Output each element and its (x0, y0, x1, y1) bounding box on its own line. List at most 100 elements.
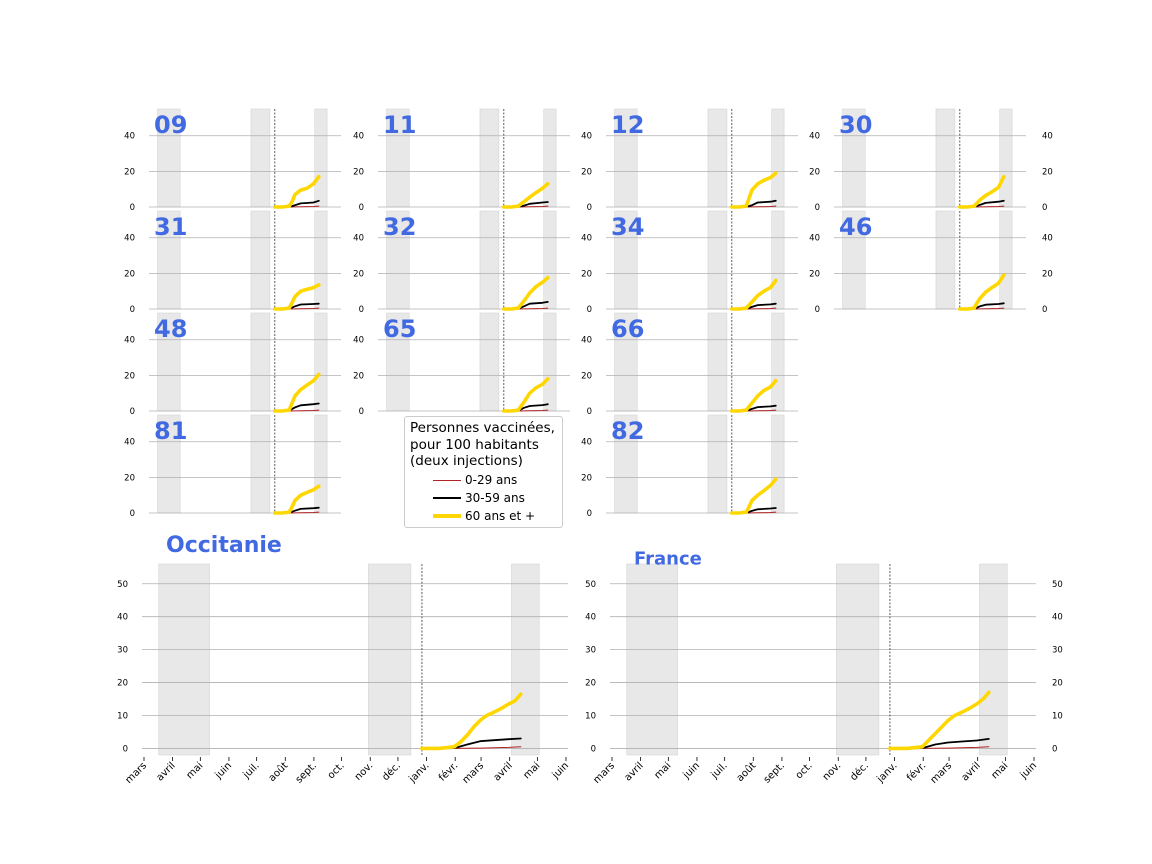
x-tick-label: avril (155, 760, 178, 783)
lockdown-band (771, 108, 785, 208)
lockdown-band (479, 210, 500, 310)
lockdown-band (543, 312, 557, 412)
y-tick-label: 0 (587, 509, 592, 519)
lockdown-band (479, 312, 500, 412)
y-tick-label: 0 (359, 407, 364, 417)
x-tick-label: mai (990, 760, 1011, 781)
panel-title: Occitanie (166, 533, 282, 558)
lockdown-band (250, 312, 271, 412)
x-tick-label: mars (592, 760, 618, 786)
panel-title: 34 (611, 213, 644, 241)
y-tick-label: 10 (117, 711, 128, 721)
y-tick-label-right: 10 (1052, 711, 1063, 721)
y-tick-label: 0 (130, 305, 135, 315)
panel-48: 0 20 40 48 (124, 312, 341, 417)
y-tick-label: 20 (124, 371, 135, 381)
series-line-old (272, 484, 321, 515)
lockdown-band (158, 563, 210, 756)
legend-swatch-mid (433, 497, 461, 499)
y-tick-label: 0 (359, 305, 364, 315)
y-tick-label: 0 (587, 203, 592, 213)
panel-title: 31 (154, 213, 187, 241)
panel-title: France (634, 549, 702, 570)
chart-legend: Personnes vaccinées, pour 100 habitants … (404, 416, 563, 528)
lockdown-band (368, 563, 412, 756)
x-tick-label: nov. (353, 760, 375, 782)
legend-entry-young: 0-29 ans (405, 472, 564, 490)
series-line-old (501, 275, 550, 311)
y-tick-label: 10 (585, 711, 596, 721)
x-tick-label: févr. (904, 760, 928, 784)
series-line-old (272, 174, 321, 209)
lockdown-band (543, 108, 557, 208)
y-tick-label: 20 (581, 473, 592, 483)
x-tick-label: oct. (326, 760, 347, 781)
lockdown-band (935, 210, 956, 310)
y-tick-label: 50 (585, 580, 596, 590)
lockdown-band (935, 108, 956, 208)
panel-46: 0 0 20 20 40 40 46 (809, 210, 1053, 315)
x-tick-label: juil. (709, 760, 730, 781)
lockdown-band (836, 563, 880, 756)
x-tick-label: déc. (848, 760, 871, 783)
lockdown-band (479, 108, 500, 208)
lockdown-band (707, 312, 728, 412)
y-tick-label: 0 (130, 203, 135, 213)
y-tick-label: 20 (809, 269, 820, 279)
panel-title: 81 (154, 417, 187, 445)
y-tick-label: 30 (117, 646, 128, 656)
panel-title: 12 (611, 111, 644, 139)
y-tick-label: 0 (587, 407, 592, 417)
legend-title-line: pour 100 habitants (410, 436, 539, 453)
panel-title: 48 (154, 315, 187, 343)
y-tick-label: 0 (359, 203, 364, 213)
legend-label-old: 60 ans et + (465, 509, 536, 523)
x-tick-label: mai (652, 760, 673, 781)
y-tick-label: 20 (581, 269, 592, 279)
series-line-old (272, 372, 321, 413)
y-tick-label: 20 (809, 167, 820, 177)
y-tick-label: 40 (124, 438, 135, 448)
panel-09: 0 20 40 09 (124, 108, 341, 213)
y-tick-label: 40 (124, 234, 135, 244)
panel-title: 11 (383, 111, 416, 139)
lockdown-band (707, 210, 728, 310)
legend-swatch-old (433, 514, 461, 518)
y-tick-label: 40 (581, 336, 592, 346)
lockdown-band (999, 210, 1013, 310)
y-tick-label: 20 (581, 371, 592, 381)
x-tick-label: juin (681, 760, 702, 781)
legend-title-line: Personnes vaccinées, (410, 420, 555, 436)
y-tick-label: 0 (591, 744, 596, 754)
y-tick-label-right: 30 (1052, 646, 1063, 656)
y-tick-label: 50 (117, 580, 128, 590)
legend-title: Personnes vaccinées, pour 100 habitants … (410, 420, 564, 470)
lockdown-band (250, 414, 271, 514)
y-tick-label: 0 (587, 305, 592, 315)
x-tick-label: avril (492, 760, 515, 783)
series-line-old (501, 182, 550, 209)
panel-title: 09 (154, 111, 187, 139)
lockdown-band (314, 414, 328, 514)
panel-81: 0 20 40 81 (124, 414, 341, 519)
lockdown-band (771, 210, 785, 310)
y-tick-label: 40 (124, 132, 135, 142)
series-line-old (501, 377, 550, 413)
y-tick-label-right: 0 (1052, 744, 1057, 754)
y-tick-label: 40 (117, 613, 128, 623)
y-tick-label-right: 0 (1042, 305, 1047, 315)
x-tick-label: août (266, 760, 290, 784)
lockdown-band (707, 414, 728, 514)
series-line-old (729, 378, 778, 413)
series-line-old (420, 692, 523, 751)
x-tick-label: mai (184, 760, 205, 781)
panel-34: 0 20 40 34 (581, 210, 798, 315)
legend-title-line: (deux injections) (410, 453, 523, 469)
panel-title: 32 (383, 213, 416, 241)
y-tick-label-right: 50 (1052, 580, 1063, 590)
panel-31: 0 20 40 31 (124, 210, 341, 315)
series-line-old (957, 273, 1006, 311)
y-tick-label: 20 (353, 269, 364, 279)
panel-12: 0 20 40 12 (581, 108, 798, 213)
